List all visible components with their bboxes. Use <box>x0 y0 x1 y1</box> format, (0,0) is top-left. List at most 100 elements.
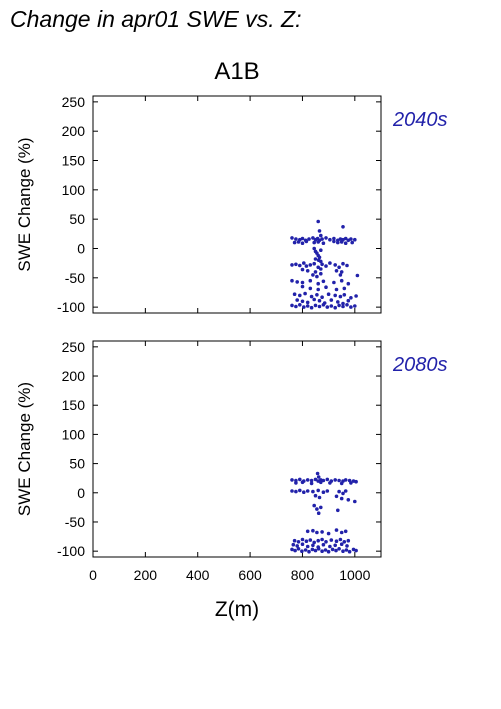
data-point <box>313 270 318 274</box>
data-point <box>337 265 341 270</box>
data-point <box>316 475 321 479</box>
data-point <box>334 528 339 532</box>
y-tick-label: 50 <box>69 211 85 227</box>
data-point <box>325 305 330 309</box>
data-point <box>317 255 322 260</box>
y-tick-label: 50 <box>69 456 85 472</box>
data-point <box>304 264 309 268</box>
data-point <box>300 549 304 553</box>
y-tick-label: 150 <box>62 153 86 169</box>
data-point <box>333 478 338 482</box>
data-point <box>317 304 322 309</box>
data-point <box>317 229 322 233</box>
data-point <box>333 543 338 548</box>
y-tick-label: 100 <box>62 182 86 198</box>
plot-frame <box>92 95 382 314</box>
x-tick-label: 1000 <box>339 567 370 583</box>
y-tick-label: 200 <box>62 123 86 139</box>
data-point <box>343 236 348 241</box>
data-point <box>298 293 302 298</box>
data-point <box>316 538 321 543</box>
data-point <box>355 273 360 278</box>
data-point <box>341 261 345 266</box>
data-point <box>315 274 319 279</box>
data-point <box>343 478 348 482</box>
data-point <box>354 294 358 298</box>
data-point <box>339 530 344 535</box>
data-point <box>341 491 345 496</box>
data-point <box>300 537 305 542</box>
data-point <box>311 273 315 277</box>
data-point <box>321 490 326 495</box>
data-point <box>324 540 328 544</box>
data-point <box>334 269 339 273</box>
data-point <box>307 549 311 554</box>
data-point <box>320 549 324 553</box>
data-point <box>338 273 343 277</box>
data-point <box>311 528 315 533</box>
data-point <box>300 241 305 245</box>
data-point <box>315 507 319 511</box>
y-tick-label: -100 <box>57 543 85 559</box>
data-point <box>305 489 310 493</box>
data-point <box>343 241 348 245</box>
data-point <box>343 489 348 493</box>
data-point <box>309 478 314 483</box>
period-label: 2040s <box>392 109 448 131</box>
data-point <box>321 241 326 245</box>
scenario-label: A1B <box>214 58 259 85</box>
x-tick-label: 400 <box>186 567 210 583</box>
data-point <box>304 539 309 543</box>
y-tick-label: 200 <box>62 368 86 384</box>
data-point <box>332 236 336 241</box>
x-axis-label: Z(m) <box>215 598 259 621</box>
y-tick-label: -50 <box>65 514 85 530</box>
data-point <box>321 279 326 284</box>
data-point <box>345 263 349 268</box>
data-point <box>339 481 344 486</box>
data-point <box>329 298 334 302</box>
data-point <box>320 262 324 267</box>
y-tick-label: 150 <box>62 397 86 413</box>
data-point <box>317 495 322 500</box>
data-point <box>328 261 332 265</box>
data-point <box>320 295 324 300</box>
data-point <box>332 280 336 285</box>
data-point <box>321 478 326 483</box>
data-point <box>341 225 345 229</box>
data-point <box>316 265 321 270</box>
data-point <box>295 280 300 284</box>
data-point <box>316 547 321 551</box>
data-point <box>339 270 344 274</box>
data-point <box>342 540 347 544</box>
data-point <box>316 281 321 286</box>
data-point <box>308 263 313 267</box>
data-point <box>290 478 294 482</box>
y-axis-label: SWE Change (%) <box>15 137 34 271</box>
data-point <box>350 240 355 245</box>
data-point <box>319 248 323 252</box>
data-point <box>291 542 296 547</box>
data-point <box>316 511 321 515</box>
data-point <box>334 548 338 553</box>
data-point <box>292 292 297 297</box>
data-point <box>296 540 301 544</box>
y-tick-label: 250 <box>62 339 86 355</box>
y-axis-label: SWE Change (%) <box>15 382 34 516</box>
data-point <box>300 267 305 272</box>
data-point <box>293 548 297 553</box>
data-point <box>337 547 341 551</box>
data-point <box>353 499 357 504</box>
data-point <box>346 498 351 502</box>
data-point <box>343 529 348 534</box>
data-point <box>295 544 300 548</box>
data-point <box>304 239 309 244</box>
data-point <box>339 542 344 546</box>
data-point <box>339 496 344 501</box>
data-point <box>319 259 323 264</box>
data-point <box>328 237 332 242</box>
data-point <box>311 236 315 240</box>
data-point <box>320 237 324 241</box>
figure-title: Change in apr01 SWE vs. Z: <box>10 6 301 32</box>
period-label: 2080s <box>392 354 448 376</box>
